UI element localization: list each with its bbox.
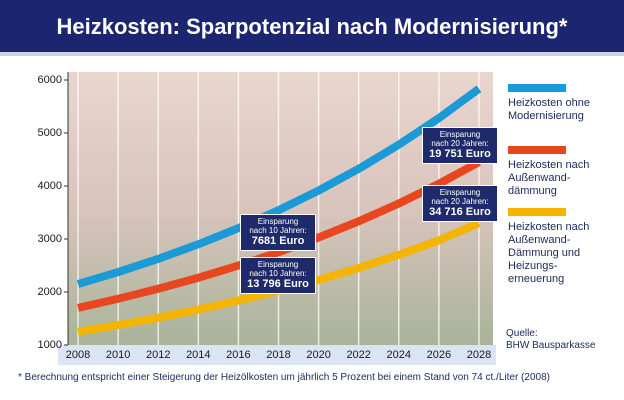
chart-title: Heizkosten: Sparpotenzial nach Modernisi… bbox=[57, 14, 568, 39]
x-tick-label: 2026 bbox=[427, 349, 451, 361]
legend-label: Heizkosten nach Außenwand- dämmung bbox=[508, 159, 590, 197]
annotation-value: 13 796 Euro bbox=[247, 278, 309, 290]
y-tick-label: 5000 bbox=[38, 127, 62, 139]
x-tick-label: 2028 bbox=[467, 349, 491, 361]
banner-rule bbox=[0, 52, 624, 56]
x-tick-label: 2014 bbox=[186, 349, 210, 361]
x-tick-label: 2022 bbox=[346, 349, 370, 361]
x-tick-label: 2020 bbox=[306, 349, 330, 361]
x-tick-label: 2018 bbox=[266, 349, 290, 361]
x-tick-label: 2016 bbox=[226, 349, 250, 361]
y-tick-label: 2000 bbox=[38, 286, 62, 298]
x-axis-band bbox=[58, 345, 496, 365]
annotation-box: Einsparung nach 20 Jahren: 19 751 Euro bbox=[422, 127, 498, 164]
annotation-text: Einsparung nach 10 Jahren: bbox=[249, 260, 307, 278]
y-tick-label: 1000 bbox=[38, 339, 62, 351]
legend-label: Heizkosten nach Außenwand- Dämmung und H… bbox=[508, 221, 590, 285]
footnote: * Berechnung entspricht einer Steigerung… bbox=[18, 372, 550, 383]
title-banner bbox=[0, 0, 624, 52]
series-line bbox=[76, 85, 482, 288]
annotation-box: Einsparung nach 10 Jahren: 13 796 Euro bbox=[240, 257, 316, 294]
annotation-text: Einsparung nach 10 Jahren: bbox=[249, 217, 307, 235]
annotation-value: 19 751 Euro bbox=[429, 148, 491, 160]
x-tick-label: 2012 bbox=[146, 349, 170, 361]
legend-label: Heizkosten ohne Modernisierung bbox=[508, 97, 590, 122]
annotation-value: 7681 Euro bbox=[251, 235, 305, 247]
x-tick-label: 2010 bbox=[106, 349, 130, 361]
series-line bbox=[77, 158, 481, 312]
y-tick-label: 4000 bbox=[38, 180, 62, 192]
y-tick-label: 3000 bbox=[38, 233, 62, 245]
x-tick-label: 2024 bbox=[387, 349, 411, 361]
annotation-text: Einsparung nach 20 Jahren: bbox=[431, 188, 489, 206]
x-tick-label: 2008 bbox=[66, 349, 90, 361]
annotation-text: Einsparung nach 20 Jahren: bbox=[431, 130, 489, 148]
annotation-box: Einsparung nach 20 Jahren: 34 716 Euro bbox=[422, 185, 498, 222]
annotation-box: Einsparung nach 10 Jahren: 7681 Euro bbox=[240, 214, 316, 251]
y-tick-label: 6000 bbox=[38, 74, 62, 86]
annotation-value: 34 716 Euro bbox=[429, 206, 491, 218]
source: Quelle: BHW Bausparkasse bbox=[506, 328, 596, 351]
